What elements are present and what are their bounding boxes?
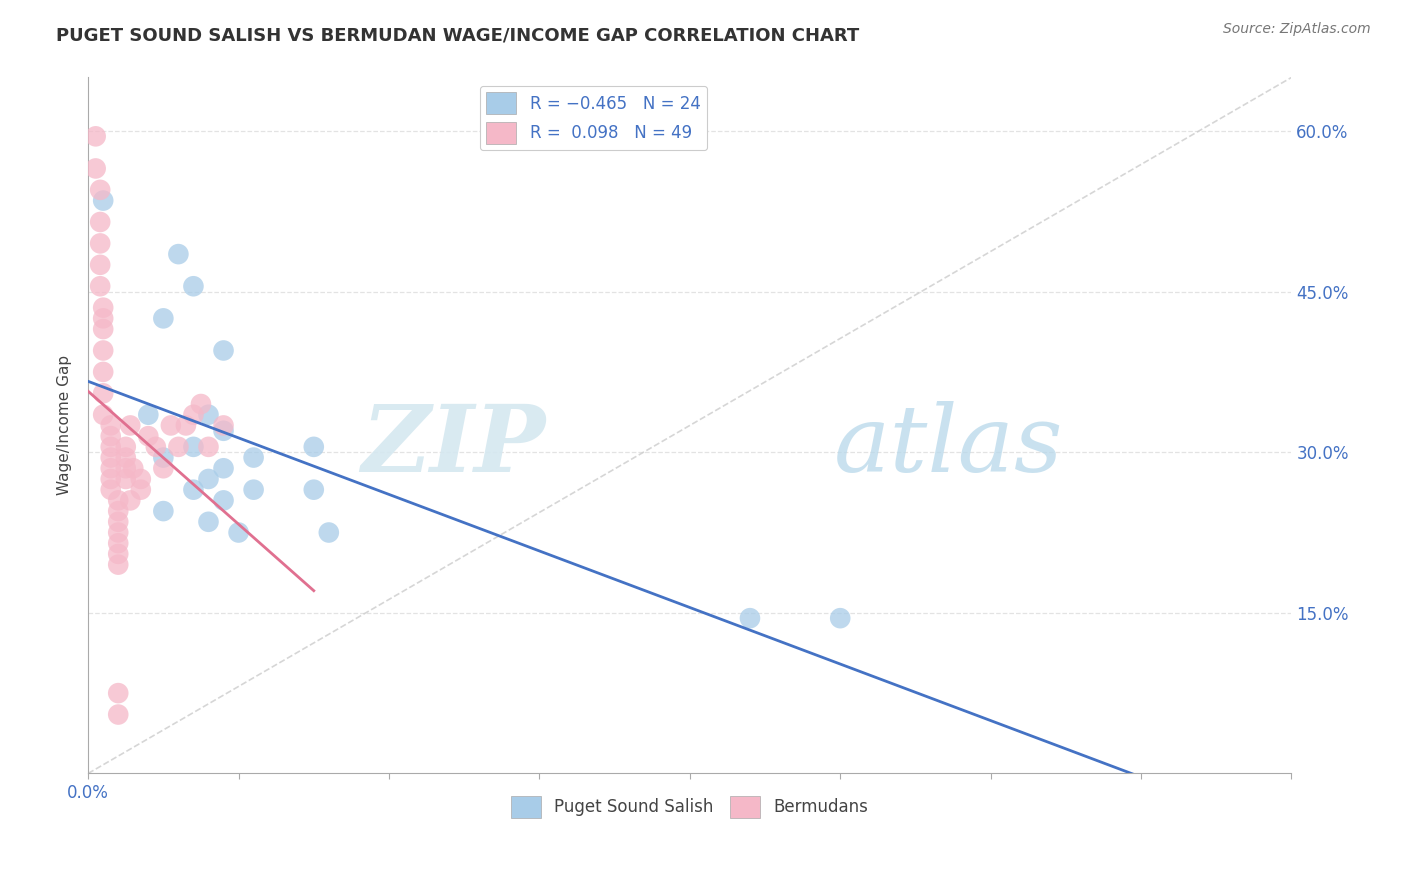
Text: atlas: atlas <box>834 401 1064 491</box>
Point <box>129 472 152 486</box>
Point <box>174 418 197 433</box>
Point <box>183 483 205 497</box>
Point <box>183 440 205 454</box>
Point <box>107 686 129 700</box>
Point <box>738 611 761 625</box>
Point <box>183 408 205 422</box>
Point <box>197 472 219 486</box>
Point <box>91 365 114 379</box>
Point <box>89 236 111 251</box>
Point <box>114 450 136 465</box>
Point <box>136 408 159 422</box>
Point <box>100 472 122 486</box>
Point <box>120 418 142 433</box>
Point <box>160 418 183 433</box>
Point <box>107 558 129 572</box>
Point <box>302 483 325 497</box>
Point <box>197 515 219 529</box>
Point <box>91 322 114 336</box>
Point <box>114 461 136 475</box>
Point <box>212 424 235 438</box>
Point <box>107 515 129 529</box>
Point <box>212 461 235 475</box>
Point <box>152 461 174 475</box>
Point <box>167 247 190 261</box>
Point <box>136 429 159 443</box>
Point <box>120 493 142 508</box>
Point <box>212 343 235 358</box>
Point <box>152 504 174 518</box>
Point <box>145 440 167 454</box>
Point <box>89 183 111 197</box>
Point <box>183 279 205 293</box>
Point <box>84 129 107 144</box>
Point <box>830 611 852 625</box>
Point <box>212 418 235 433</box>
Legend: Puget Sound Salish, Bermudans: Puget Sound Salish, Bermudans <box>505 789 876 824</box>
Point <box>107 525 129 540</box>
Point <box>318 525 340 540</box>
Point <box>91 343 114 358</box>
Point <box>129 483 152 497</box>
Point <box>107 536 129 550</box>
Point <box>122 461 145 475</box>
Point <box>100 483 122 497</box>
Point <box>91 301 114 315</box>
Point <box>100 440 122 454</box>
Point <box>114 440 136 454</box>
Point <box>167 440 190 454</box>
Point <box>212 493 235 508</box>
Point <box>197 440 219 454</box>
Point <box>114 472 136 486</box>
Point <box>89 279 111 293</box>
Point <box>100 418 122 433</box>
Point <box>89 215 111 229</box>
Point <box>100 450 122 465</box>
Point <box>100 461 122 475</box>
Y-axis label: Wage/Income Gap: Wage/Income Gap <box>58 355 72 495</box>
Point <box>107 547 129 561</box>
Point <box>107 493 129 508</box>
Point <box>242 483 264 497</box>
Point <box>197 408 219 422</box>
Point <box>152 311 174 326</box>
Point <box>100 429 122 443</box>
Point <box>190 397 212 411</box>
Point <box>84 161 107 176</box>
Point <box>302 440 325 454</box>
Point <box>91 408 114 422</box>
Point <box>91 386 114 401</box>
Text: ZIP: ZIP <box>361 401 546 491</box>
Point <box>228 525 250 540</box>
Point <box>107 707 129 722</box>
Point <box>91 311 114 326</box>
Point <box>91 194 114 208</box>
Text: PUGET SOUND SALISH VS BERMUDAN WAGE/INCOME GAP CORRELATION CHART: PUGET SOUND SALISH VS BERMUDAN WAGE/INCO… <box>56 27 859 45</box>
Point <box>89 258 111 272</box>
Text: Source: ZipAtlas.com: Source: ZipAtlas.com <box>1223 22 1371 37</box>
Point <box>242 450 264 465</box>
Point <box>152 450 174 465</box>
Point <box>107 504 129 518</box>
